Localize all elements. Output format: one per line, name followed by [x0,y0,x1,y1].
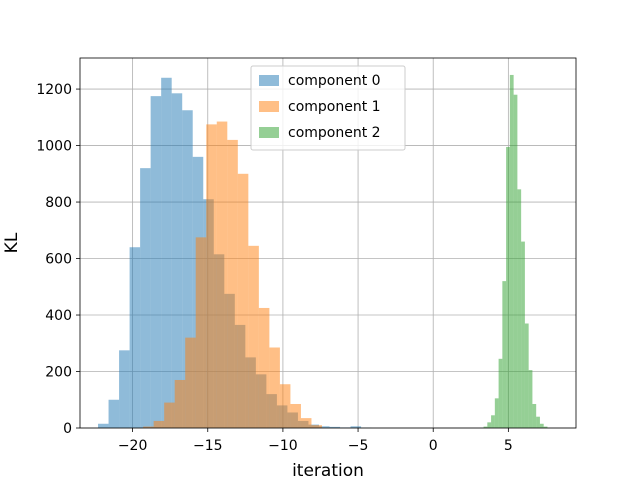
legend-label: component 1 [288,99,381,115]
legend-label: component 2 [288,125,381,141]
y-tick-label: 800 [45,195,72,211]
histogram-bar [513,94,518,428]
histogram-bar [206,124,217,428]
histogram-bar [182,110,193,429]
histogram-bar [491,415,495,428]
x-tick-label: 5 [504,438,513,454]
x-tick-label: −10 [268,438,298,454]
histogram-bar [290,403,301,428]
histogram-bar [279,384,291,428]
histogram-bar [185,337,196,428]
series-2-bars [483,74,548,428]
y-axis-label: KL [2,232,22,253]
y-tick-label: 600 [45,252,72,268]
histogram-bar [494,398,499,428]
x-tick-label: −15 [193,438,223,454]
histogram-bar [318,426,330,428]
legend-swatch [259,75,279,86]
histogram-bar [143,426,154,428]
legend-swatch [259,101,279,112]
histogram-bar [528,370,533,428]
histogram-bar [524,323,529,428]
histogram-bar [108,399,120,428]
histogram-bar [498,358,503,428]
histogram-bar [506,146,510,428]
y-tick-label: 1000 [36,139,72,155]
histogram-bar [161,77,172,428]
histogram-bar [237,173,249,428]
y-tick-label: 400 [45,308,72,324]
histogram-bar [487,422,492,428]
histogram-bar [539,423,544,428]
histogram-bar [150,96,162,429]
histogram-bar [521,241,525,428]
histogram-bar [258,307,270,428]
histogram-bars [98,74,548,429]
histogram-bar [517,189,522,428]
legend-swatch [259,127,279,138]
histogram-bar [269,347,280,428]
histogram-bar [140,168,151,429]
histogram-bar [483,426,488,428]
y-tick-label: 0 [63,421,72,437]
plot-area-frame [79,57,577,429]
histogram-bar [536,416,540,428]
histogram-bar [227,139,238,429]
histogram-bar [129,247,141,428]
histogram-bar [300,418,312,428]
histogram-bar [119,350,130,428]
legend: component 0 component 1 component 2 [250,65,406,151]
x-axis-label: iteration [292,461,364,480]
axis-ticks: −20 −15 −10 −5 0 5 0 200 400 600 800 1000 1200 [36,82,512,454]
histogram-bar [532,403,537,428]
histogram-bar [509,74,514,428]
histogram-bar [543,426,548,428]
histogram-bar [171,93,183,428]
x-tick-label: −20 [118,438,148,454]
x-tick-label: −5 [348,438,369,454]
histogram-bar [329,426,341,428]
histogram-bar [195,237,207,428]
histogram-bar [216,121,228,428]
histogram-bar [248,245,259,428]
histogram-bar [98,423,109,428]
y-tick-label: 200 [45,365,72,381]
legend-label: component 0 [288,73,381,89]
histogram-bar [174,379,186,428]
series-1-bars [143,121,322,429]
histogram-bar [164,402,175,428]
legend-box [250,65,406,151]
histogram-bar [153,420,165,428]
x-tick-label: 0 [429,438,438,454]
histogram-bar [350,426,362,428]
y-tick-label: 1200 [36,82,72,98]
histogram-bar [311,425,322,428]
histogram-bar [502,281,507,428]
